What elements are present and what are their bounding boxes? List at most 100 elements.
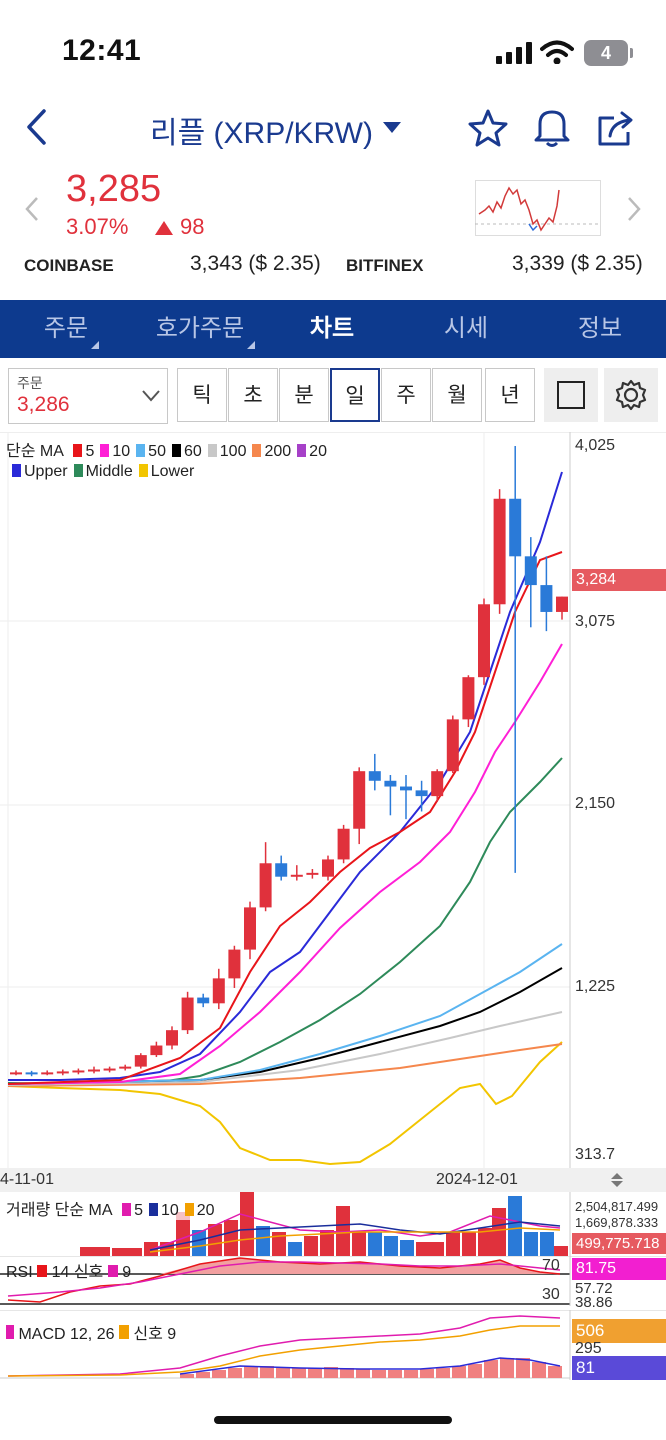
price-axis-tick: 2,150 [575, 795, 616, 812]
chevron-down-icon [142, 390, 160, 402]
settings-button[interactable] [604, 368, 658, 422]
macd-osc-tag: 81 [572, 1356, 666, 1380]
bell-icon[interactable] [532, 106, 572, 148]
rsi-line [7, 1257, 561, 1303]
candle-body [509, 498, 522, 557]
prev-coin-icon[interactable] [24, 196, 40, 222]
date-tick: 4-11-01 [0, 1171, 54, 1188]
candle-body [462, 677, 475, 720]
period-week[interactable]: 주 [381, 368, 431, 422]
candle-body [119, 1066, 132, 1069]
rsi-signal-period: 9 [122, 1264, 132, 1281]
layout-button[interactable] [544, 368, 598, 422]
sort-arrows-icon[interactable] [610, 1172, 624, 1188]
volume-axis-tick: 1,669,878.333 [575, 1215, 659, 1230]
period-day[interactable]: 일 [330, 368, 380, 422]
period-month[interactable]: 월 [432, 368, 482, 422]
exchange-name-2: BITFINEX [346, 256, 424, 275]
tab-market[interactable]: 시세 [443, 315, 489, 342]
bb-legend-label: Middle [85, 463, 133, 480]
period-tick[interactable]: 틱 [177, 368, 227, 422]
tab-corner-icon [247, 341, 255, 349]
rsi-tag: 81.75 [572, 1258, 666, 1280]
tab-corner-icon [91, 341, 99, 349]
ma5-line [7, 551, 563, 1085]
indicator-lines [7, 471, 563, 1166]
candle-body [368, 771, 381, 781]
back-icon[interactable] [24, 108, 48, 146]
macd-signal-line [7, 1325, 560, 1377]
caret-down-icon[interactable] [382, 120, 402, 134]
rsi-level-70: 70 [542, 1257, 560, 1274]
bb-legend-swatch [73, 464, 83, 477]
ma-legend-swatch [73, 444, 83, 457]
candle-body [524, 556, 537, 586]
ma-legend-label: 5 [85, 443, 95, 460]
current-price: 3,285 [66, 168, 162, 210]
candle-body [337, 828, 350, 860]
ma100-line [7, 1011, 563, 1086]
macd-legend: MACD 12, 26 신호 9 [6, 1320, 176, 1344]
tab-info[interactable]: 정보 [577, 315, 623, 342]
next-coin-icon[interactable] [626, 196, 642, 222]
tab-limit-order[interactable]: 호가주문 [155, 315, 245, 342]
macd-signal-swatch [118, 1325, 129, 1339]
ma-legend-title: 단순 MA [6, 443, 64, 460]
candle-body [384, 780, 397, 787]
bb-legend: Upper Middle Lower [6, 463, 194, 481]
volume-legend-label: 5 [134, 1202, 143, 1219]
volume-ma5-line [149, 1213, 561, 1251]
macd-chart[interactable] [0, 1310, 666, 1380]
tab-chart[interactable]: 차트 [309, 315, 355, 342]
rsi-period: 14 [51, 1264, 70, 1281]
ma-legend-label: 200 [264, 443, 292, 460]
candle-body [478, 604, 490, 678]
ma-legend-swatch [252, 444, 262, 457]
star-icon[interactable] [468, 108, 508, 148]
volume-tag: 499,775.718 [572, 1233, 666, 1254]
bb-legend-swatch [138, 464, 148, 477]
candle-body [306, 872, 319, 875]
battery-icon: 4 [584, 40, 628, 66]
rsi-signal-line [7, 1261, 561, 1297]
current-price-tag: 3,284 [572, 569, 666, 591]
page-title[interactable]: 리플 (XRP/KRW) [150, 117, 373, 150]
candle-body [197, 997, 210, 1004]
order-select[interactable]: 주문 3,286 [8, 368, 168, 424]
battery-tip [630, 48, 633, 58]
period-minute[interactable]: 분 [279, 368, 329, 422]
volume-legend: 거래량 단순 MA 5 10 20 [6, 1196, 215, 1220]
exchange-value-2: 3,339 ($ 2.35) [512, 252, 643, 275]
ma-legend-swatch [136, 444, 146, 457]
price-axis-tick: 313.7 [575, 1146, 616, 1163]
candle-body [400, 786, 412, 791]
bb-lower-line [7, 1041, 563, 1166]
period-year[interactable]: 년 [485, 368, 535, 422]
ma50-line [7, 943, 563, 1085]
price-axis-tick: 1,225 [575, 978, 616, 995]
tab-order[interactable]: 주문 [43, 315, 89, 342]
home-indicator[interactable] [214, 1416, 452, 1424]
ma10-line [7, 643, 563, 1085]
bb-legend-swatch [12, 464, 21, 477]
share-icon[interactable] [596, 108, 636, 148]
mini-chart[interactable] [475, 180, 601, 236]
rsi-swatch [37, 1265, 48, 1277]
bb-upper-line [8, 471, 563, 1081]
order-select-value: 3,286 [17, 393, 70, 416]
volume-chart[interactable] [0, 1192, 666, 1256]
tab-bar: 주문 호가주문 차트 시세 정보 [0, 300, 666, 358]
ma-legend-swatch [100, 444, 110, 457]
order-select-label: 주문 [17, 375, 43, 391]
price-chart[interactable] [0, 432, 666, 1168]
candle-body [290, 874, 303, 877]
ma-legend-swatch [171, 444, 181, 457]
candle-body [353, 771, 366, 829]
date-axis: 4-11-01 2024-12-01 [0, 1168, 666, 1192]
rsi-chart[interactable] [0, 1256, 666, 1306]
candle-body [103, 1068, 116, 1071]
square-icon [557, 381, 585, 409]
status-time: 12:41 [62, 34, 142, 67]
volume-legend-swatch [122, 1203, 132, 1216]
period-second[interactable]: 초 [228, 368, 278, 422]
